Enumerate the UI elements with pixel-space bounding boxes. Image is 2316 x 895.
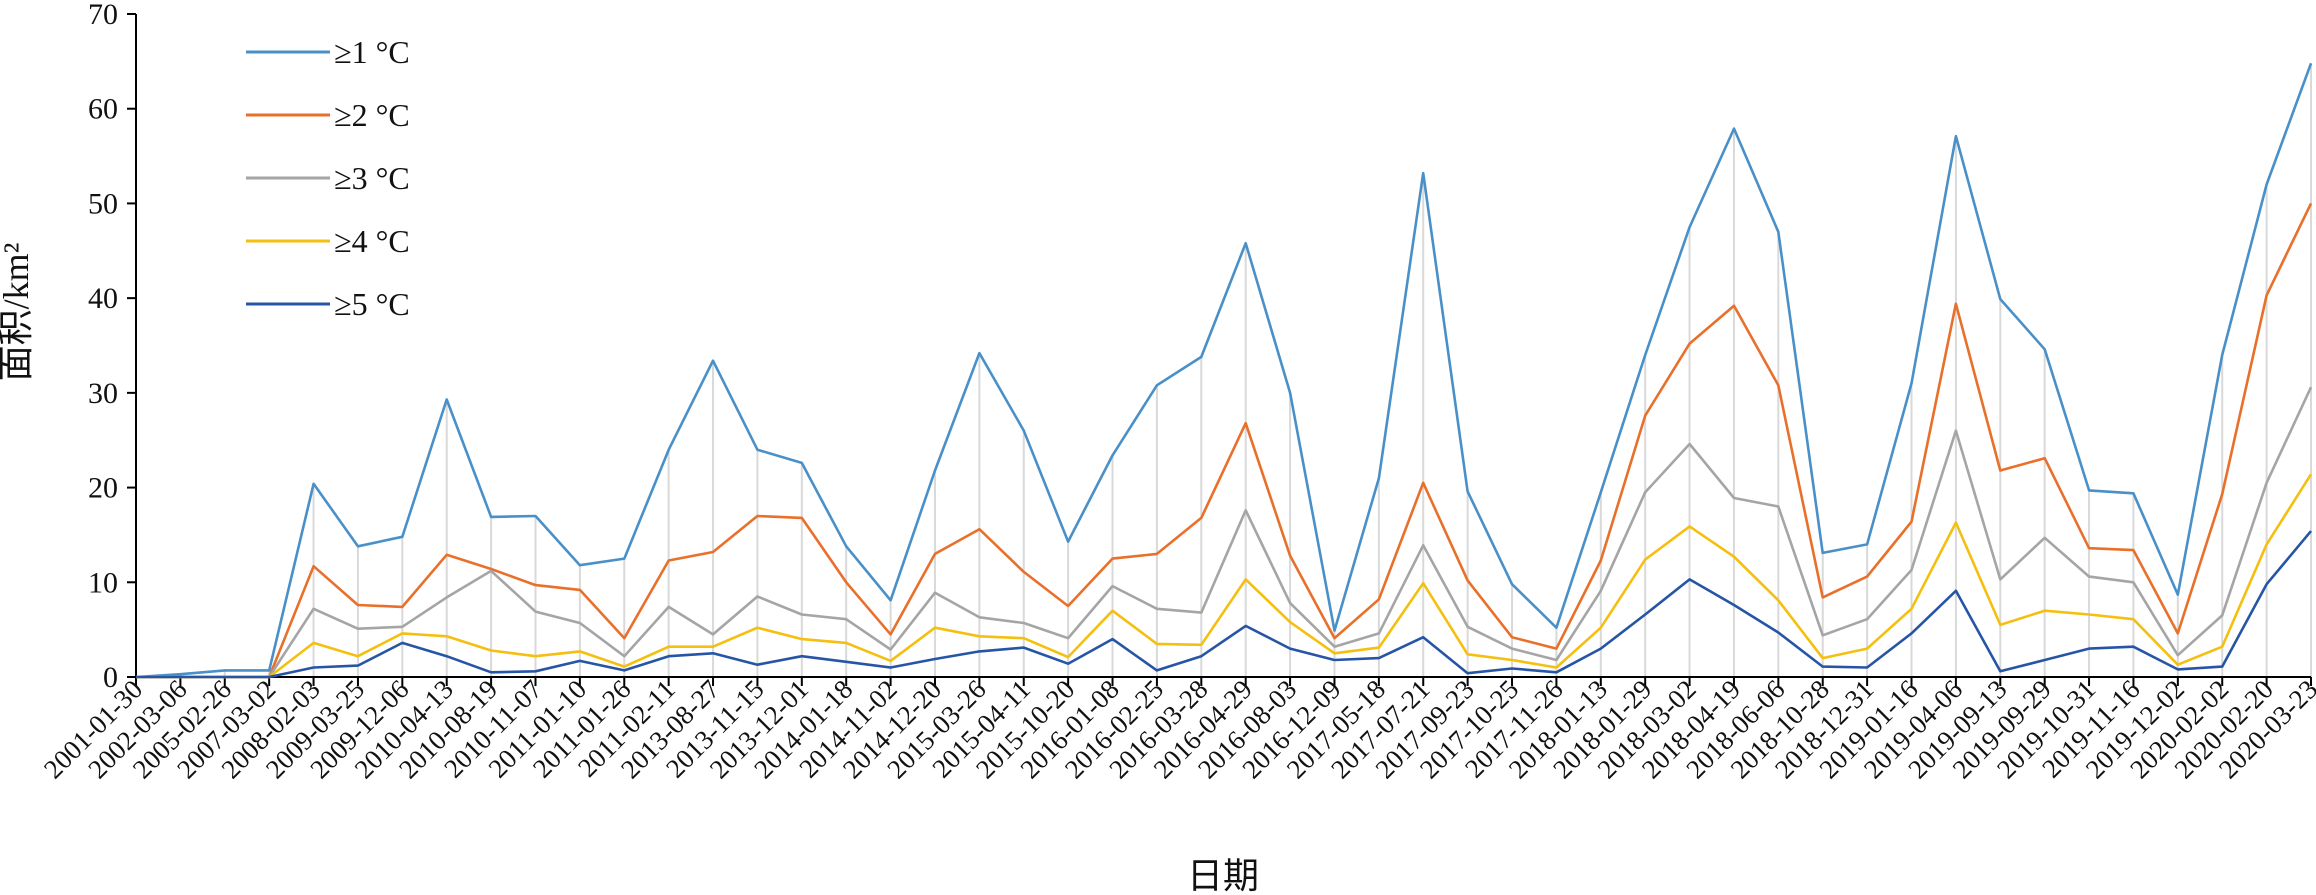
y-tick-label: 50: [88, 187, 118, 220]
x-axis-title: 日期: [1187, 856, 1259, 895]
x-ticks: 2001-01-302002-03-062005-02-262007-03-02…: [38, 674, 2316, 784]
y-tick-label: 30: [88, 377, 118, 410]
y-tick-label: 60: [88, 93, 118, 126]
axes: [135, 14, 2311, 678]
legend-label-4: ≥4 °C: [334, 223, 410, 259]
legend-label-5: ≥5 °C: [334, 286, 410, 322]
y-tick-label: 40: [88, 282, 118, 315]
y-tick-label: 20: [88, 472, 118, 505]
series-line-2: [136, 202, 2313, 679]
vertical-gridlines: [179, 63, 2312, 677]
y-ticks: 0 10 20 30 40 50 60 70: [88, 0, 136, 694]
y-tick-label: 10: [88, 566, 118, 599]
y-tick-label: 70: [88, 0, 118, 31]
series-line-3: [136, 386, 2313, 679]
series-lines: [135, 62, 2313, 679]
y-tick-label: 0: [103, 661, 118, 694]
legend-label-2: ≥2 °C: [334, 97, 410, 133]
y-axis-title: 面积/km²: [0, 243, 36, 382]
series-line-4: [136, 473, 2313, 679]
series-line-1: [135, 62, 2313, 679]
legend-label-3: ≥3 °C: [334, 160, 410, 196]
series-line-5: [136, 530, 2312, 679]
legend: ≥1 °C ≥2 °C ≥3 °C ≥4 °C ≥5 °C: [246, 34, 410, 322]
legend-label-1: ≥1 °C: [334, 34, 410, 70]
